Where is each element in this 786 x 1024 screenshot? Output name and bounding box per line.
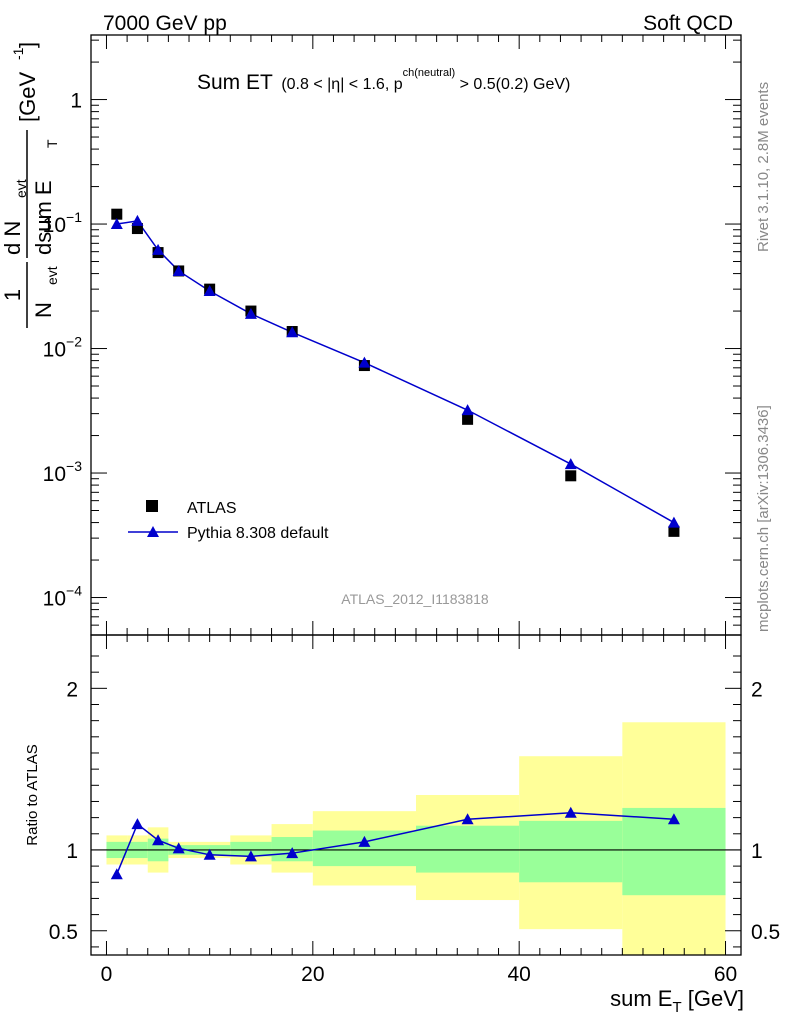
ratio-y-tick-label-right: 0.5: [751, 921, 780, 944]
ratio-y-tick-label-right: 2: [751, 678, 763, 701]
ratio-panel: 0.5 0.5 1 1 2 2 0 20 40 60 Ratio to ATLAS sum ET…: [24, 634, 780, 1016]
ratio-y-tick-label: 2: [66, 678, 78, 701]
ratio-point: [110, 868, 123, 880]
mc-point: [244, 307, 257, 319]
mc-point: [461, 404, 474, 416]
title-cut-a: (0.8 < |: [281, 76, 331, 93]
ylabel-d-num-sub: evt: [13, 179, 29, 198]
mc-point: [110, 218, 123, 230]
rivet-label: Rivet 3.1.10, 2.8M events: [755, 82, 772, 252]
title-eta: η: [331, 76, 340, 93]
ylabel-unit-sup: -1: [10, 47, 26, 60]
x-tick-label: 0: [101, 963, 113, 986]
main-plot-frame: [90, 34, 742, 636]
ylabel-unit: [GeV: [15, 72, 40, 122]
ratio-point: [131, 818, 144, 830]
ylabel-d-num: d N: [0, 221, 25, 255]
main-y-tick-label: 10−4: [43, 583, 83, 611]
legend-label-mc: Pythia 8.308 default: [187, 525, 329, 542]
main-ylabel: 1 N evt d N evt dsum E T [GeV -1]: [0, 42, 60, 328]
atlas-point: [565, 470, 577, 482]
ratio-point: [461, 813, 474, 825]
title-cut-b: | < 1.6, p: [340, 76, 403, 93]
ratio-plot-frame: [90, 634, 742, 956]
main-y-tick-label: 10−2: [43, 334, 83, 362]
header-right: Soft QCD: [643, 12, 733, 35]
mc-curve: [116, 220, 675, 524]
ratio-point: [152, 834, 165, 846]
xlabel-main: sum E: [610, 986, 672, 1011]
atlas-point: [131, 223, 143, 235]
title-main: Sum ET: [197, 71, 273, 94]
ylabel-unit-close: ]: [15, 42, 40, 48]
mc-point: [152, 243, 165, 255]
mc-point: [667, 516, 680, 528]
x-axis-label: sum ET [GeV]: [610, 986, 744, 1016]
ratio-point: [358, 835, 371, 847]
main-panel: 1 10−1 10−2 10−3 10−4 Sum ET (0.8 < |η| < 1.…: [0, 34, 742, 636]
mc-point: [564, 458, 577, 470]
main-y-tick-label: 10−1: [43, 209, 83, 237]
header-left: 7000 GeV pp: [103, 12, 227, 35]
x-tick-label: 40: [507, 963, 530, 986]
ylabel-frac-den-sub: evt: [44, 266, 60, 285]
legend: ATLAS Pythia 8.308 default: [128, 500, 329, 542]
ratio-point: [203, 848, 216, 860]
mc-point: [203, 284, 216, 296]
ylabel-frac-den: N: [31, 302, 56, 318]
legend-marker-mc: [147, 526, 159, 537]
mc-point: [358, 356, 371, 368]
atlas-point: [111, 208, 123, 220]
ratio-y-tick-label-right: 1: [751, 840, 763, 863]
title-cut-c: > 0.5(0.2) GeV): [455, 76, 570, 93]
mc-point: [172, 264, 185, 276]
xlabel-sub: T: [672, 999, 681, 1016]
ratio-y-tick-label: 0.5: [49, 921, 78, 944]
xlabel-unit: [GeV]: [682, 986, 744, 1011]
main-y-tick-label: 10−3: [43, 458, 83, 486]
analysis-id: ATLAS_2012_I1183818: [341, 591, 489, 607]
x-tick-label: 60: [714, 963, 737, 986]
ratio-point: [244, 850, 257, 862]
legend-label-atlas: ATLAS: [187, 500, 237, 517]
atlas-point: [668, 525, 680, 537]
ratio-y-tick-label: 1: [66, 840, 78, 863]
atlas-point: [462, 413, 474, 425]
ylabel-d-den-sub: T: [44, 139, 60, 148]
ratio-point: [564, 806, 577, 818]
ylabel-frac-num: 1: [0, 289, 25, 301]
ratio-point: [667, 813, 680, 825]
main-y-tick-label: 1: [70, 90, 82, 113]
legend-marker-atlas: [146, 500, 158, 512]
ratio-point: [286, 847, 299, 859]
ratio-band-inner: [230, 841, 272, 857]
mc-point: [131, 214, 144, 226]
ratio-band-inner: [416, 825, 520, 873]
ratio-point: [172, 842, 185, 854]
ratio-band-inner: [519, 820, 623, 883]
x-tick-label: 20: [301, 963, 324, 986]
mcplots-label: mcplots.cern.ch [arXiv:1306.3436]: [755, 405, 772, 632]
title-sup: ch(neutral): [403, 67, 456, 79]
ylabel-d-den: dsum E: [31, 180, 56, 255]
ratio-ylabel: Ratio to ATLAS: [24, 744, 41, 845]
plot-title: Sum ET (0.8 < |η| < 1.6, pch(neutral) > …: [197, 67, 570, 94]
mc-point: [286, 326, 299, 338]
